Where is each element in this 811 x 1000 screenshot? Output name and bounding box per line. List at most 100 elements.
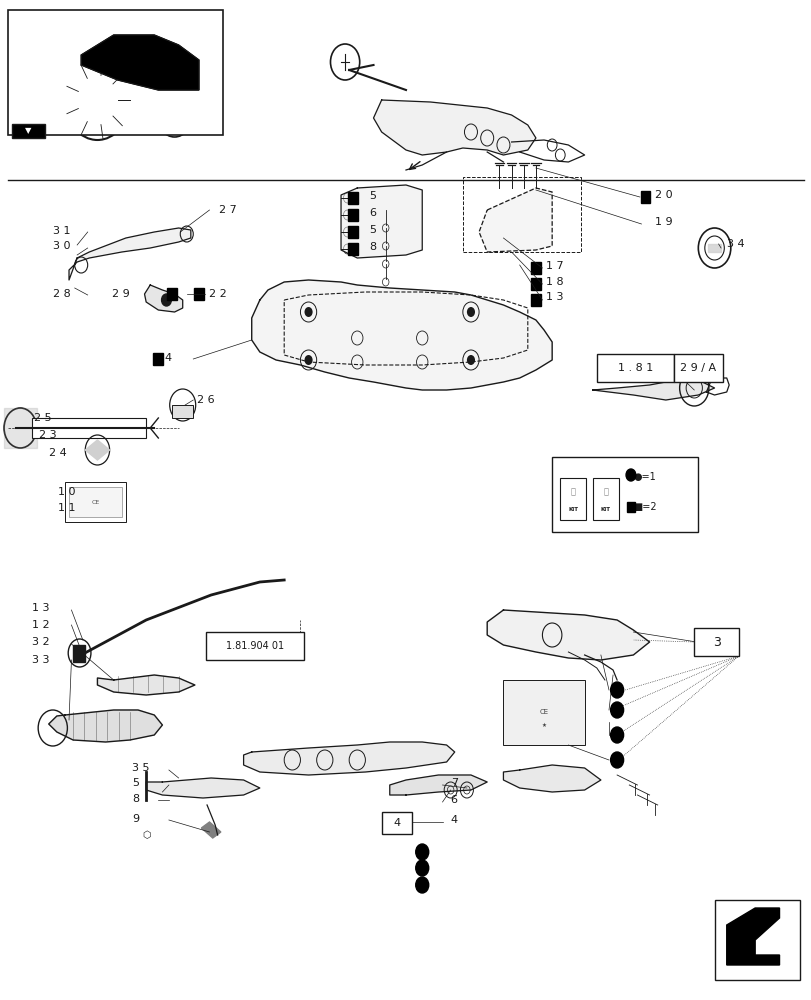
Polygon shape (49, 710, 162, 742)
Text: 3 1: 3 1 (53, 226, 71, 236)
Text: ★: ★ (541, 722, 546, 728)
Circle shape (415, 877, 428, 893)
Text: 2 5: 2 5 (34, 413, 52, 423)
Text: 8: 8 (132, 794, 139, 804)
Text: 8: 8 (369, 242, 376, 252)
Text: 6: 6 (369, 208, 376, 218)
Bar (194, 288, 204, 300)
Text: 2 2: 2 2 (209, 289, 227, 299)
Bar (596, 354, 673, 382)
Text: 3: 3 (712, 636, 719, 648)
Polygon shape (726, 908, 779, 965)
Text: 3 2: 3 2 (32, 637, 50, 647)
Text: 2 4: 2 4 (49, 448, 67, 458)
Circle shape (610, 702, 623, 718)
Text: 5: 5 (132, 778, 139, 788)
Bar (626, 502, 634, 512)
Text: ⬜: ⬜ (603, 488, 607, 496)
Circle shape (610, 752, 623, 768)
Polygon shape (592, 378, 714, 400)
Circle shape (610, 727, 623, 743)
Text: 5: 5 (369, 225, 376, 235)
Polygon shape (373, 100, 535, 155)
Text: 1 2: 1 2 (32, 620, 50, 630)
Polygon shape (69, 228, 191, 280)
Text: 5: 5 (369, 191, 376, 201)
Text: ●=1: ●=1 (633, 472, 655, 482)
Bar (640, 191, 650, 203)
Bar (714, 900, 799, 980)
Text: CE: CE (92, 499, 100, 504)
Text: 6: 6 (450, 795, 457, 805)
Polygon shape (341, 185, 422, 258)
Text: 2 8: 2 8 (53, 289, 71, 299)
Text: ⬡: ⬡ (142, 830, 150, 840)
Bar (65, 482, 126, 522)
Circle shape (466, 355, 474, 365)
Bar (206, 632, 303, 660)
Text: 1 3: 1 3 (32, 603, 50, 613)
Text: KIT: KIT (600, 507, 610, 512)
Bar (348, 243, 358, 255)
Circle shape (161, 294, 171, 306)
Text: 2 0: 2 0 (654, 190, 672, 200)
Bar (673, 354, 722, 382)
Text: ■=2: ■=2 (633, 502, 656, 512)
Circle shape (466, 307, 474, 317)
Text: ▼: ▼ (25, 126, 32, 135)
Circle shape (415, 860, 428, 876)
Text: 1 3: 1 3 (545, 292, 563, 302)
Polygon shape (73, 645, 85, 662)
Bar (348, 192, 358, 204)
Text: 3 3: 3 3 (32, 655, 50, 665)
Text: CE: CE (539, 709, 548, 715)
Polygon shape (487, 610, 649, 660)
Circle shape (304, 307, 312, 317)
Bar (172, 405, 193, 418)
Bar (693, 628, 738, 656)
Bar (167, 288, 177, 300)
Circle shape (304, 355, 312, 365)
Text: 2 7: 2 7 (219, 205, 237, 215)
Bar (462, 177, 580, 252)
Bar (8, 10, 223, 135)
Text: 1 9: 1 9 (654, 217, 672, 227)
Circle shape (610, 682, 623, 698)
Text: 9: 9 (132, 814, 139, 824)
Text: 3 5: 3 5 (132, 763, 150, 773)
Bar (530, 278, 540, 290)
Text: 7: 7 (450, 778, 457, 788)
Bar (560, 478, 586, 520)
Circle shape (625, 469, 635, 481)
Polygon shape (97, 675, 195, 695)
Text: 1 1: 1 1 (58, 503, 76, 513)
Text: 2 9: 2 9 (112, 289, 130, 299)
Text: 1 8: 1 8 (545, 277, 563, 287)
Polygon shape (389, 775, 487, 795)
Text: 4: 4 (450, 815, 457, 825)
Circle shape (415, 844, 428, 860)
Bar (530, 294, 540, 306)
Polygon shape (12, 124, 45, 138)
Text: 4: 4 (393, 818, 400, 828)
Polygon shape (144, 285, 182, 312)
Bar (530, 262, 540, 274)
Polygon shape (478, 188, 551, 252)
Text: 4: 4 (164, 353, 171, 363)
Bar (69, 487, 122, 517)
Text: KIT: KIT (568, 507, 577, 512)
Bar (348, 226, 358, 238)
Polygon shape (503, 765, 600, 792)
Text: 2 6: 2 6 (197, 395, 215, 405)
Bar (503, 680, 584, 745)
Bar (551, 457, 697, 532)
Polygon shape (251, 280, 551, 390)
Text: 3 4: 3 4 (726, 239, 744, 249)
Text: 1 . 8 1: 1 . 8 1 (617, 363, 652, 373)
Polygon shape (85, 440, 109, 460)
Polygon shape (146, 778, 260, 798)
Bar (348, 209, 358, 221)
Bar (32, 418, 146, 438)
Text: 2 3: 2 3 (39, 430, 57, 440)
Polygon shape (707, 244, 720, 252)
